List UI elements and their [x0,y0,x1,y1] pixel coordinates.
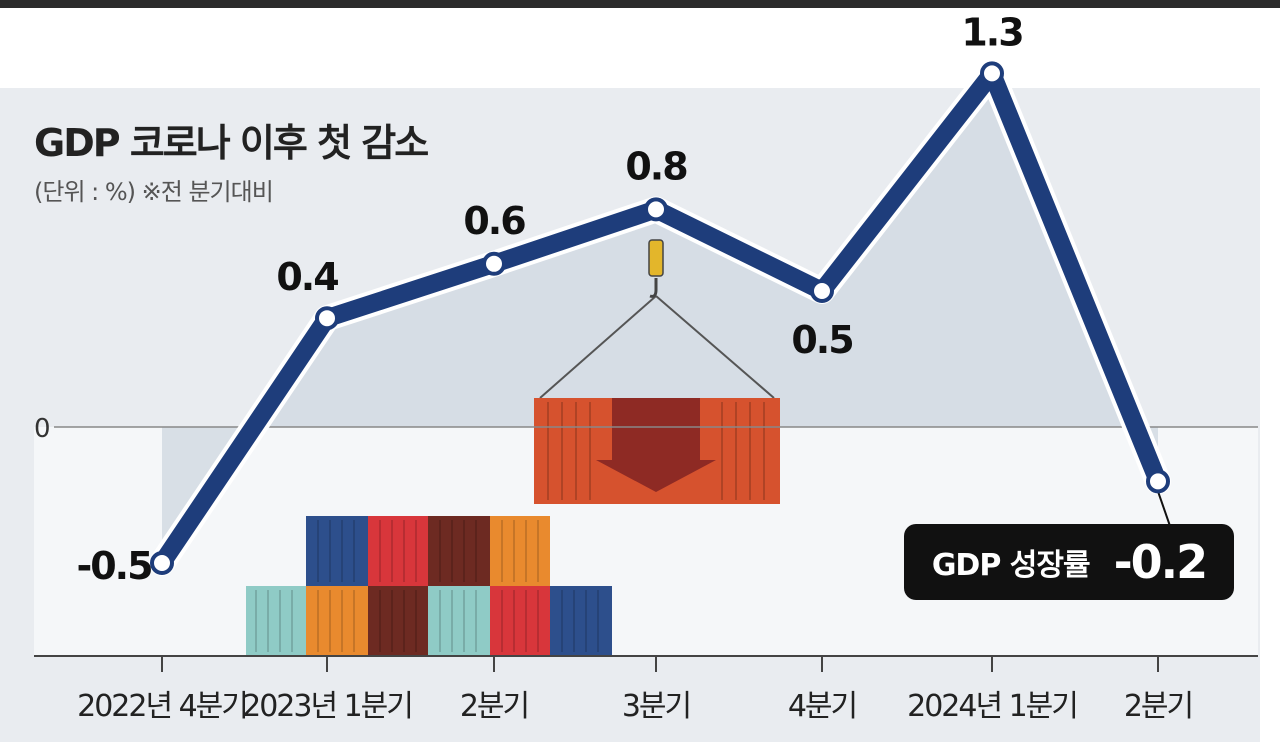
x-tick-label: 2023년 1분기 [242,689,412,724]
data-point [482,251,506,276]
header-strip [0,8,1280,88]
data-point [810,279,834,303]
x-tick-label: 2024년 1분기 [907,689,1077,724]
x-tick-label: 3분기 [622,689,690,724]
x-tick-label: 2022년 4분기 [77,689,247,724]
data-point [980,61,1004,86]
data-point [150,551,174,575]
callout-label: GDP 성장률 [931,548,1091,583]
top-bar [0,0,1280,8]
x-tick-label: 2분기 [1124,689,1192,724]
zero-axis-label: 0 [34,414,51,444]
x-tick-label: 2분기 [460,689,528,724]
chart-unit-note: (단위 : %) ※전 분기대비 [34,178,274,206]
data-label: 0.4 [276,255,338,299]
container-illustration [246,239,780,656]
data-point [315,306,339,331]
data-point [1146,469,1170,494]
data-label: -0.5 [76,544,151,588]
hanging-container [534,239,780,504]
data-label: 1.3 [961,10,1022,54]
callout-value: -0.2 [1113,535,1209,589]
container-stack [246,516,612,656]
chart-title: GDP 코로나 이후 첫 감소 [34,121,429,165]
x-tick-label: 4분기 [788,689,856,724]
data-label: 0.8 [625,144,687,188]
data-point [644,197,668,222]
data-label: 0.5 [791,318,852,362]
callout-leader [1157,491,1171,527]
gdp-callout: GDP 성장률 -0.2 [904,524,1234,600]
data-label: 0.6 [463,199,525,243]
